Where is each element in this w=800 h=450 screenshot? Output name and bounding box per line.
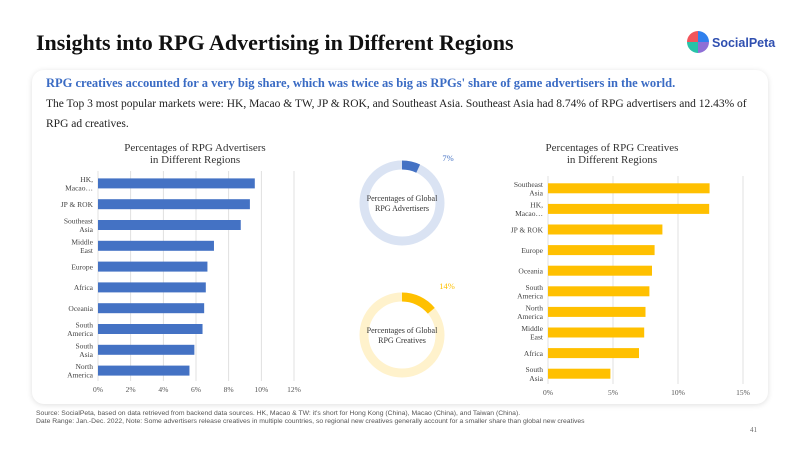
advertisers-bar-middle-east xyxy=(98,240,214,251)
advertisers-bar-hk-macao xyxy=(98,178,255,189)
creatives-tick-label: 10% xyxy=(671,388,685,397)
logo-mark-icon xyxy=(687,31,709,53)
description: The Top 3 most popular markets were: HK,… xyxy=(46,98,747,130)
creatives-bar-oceania xyxy=(548,265,652,276)
advertisers-bar-north-america xyxy=(98,365,190,376)
advertisers-category-label: HK, Macao… xyxy=(65,175,93,193)
creatives-category-label: Europe xyxy=(521,246,543,255)
global-creatives-ring-slice xyxy=(401,292,435,314)
creatives-category-label: North America xyxy=(517,303,543,321)
logo-text: SocialPeta xyxy=(712,36,776,50)
global-advertisers-ring-slice xyxy=(401,160,421,173)
advertisers-category-label: South Asia xyxy=(75,341,93,359)
creatives-tick-label: 5% xyxy=(608,388,618,397)
advertisers-tick-label: 8% xyxy=(224,385,234,394)
footer-notes: Source: SocialPeta, based on data retrie… xyxy=(36,410,596,427)
advertisers-tick-label: 10% xyxy=(254,385,268,394)
creatives-chart-title: Percentages of RPG Creatives in Different… xyxy=(546,142,679,166)
global-creatives-center-label: Percentages of Global RPG Creatives xyxy=(367,326,438,345)
page-title: Insights into RPG Advertising in Differe… xyxy=(36,30,514,55)
creatives-bar-africa xyxy=(548,348,639,359)
page-number: 41 xyxy=(750,426,757,434)
global-advertisers-value-label: 7% xyxy=(442,153,453,163)
creatives-category-label: Middle East xyxy=(521,324,544,342)
global-creatives-value-label: 14% xyxy=(439,281,455,291)
global-advertisers-center-label: Percentages of Global RPG Advertisers xyxy=(367,194,438,213)
creatives-category-label: HK, Macao… xyxy=(515,200,543,218)
advertisers-tick-label: 0% xyxy=(93,385,103,394)
footer-note: Date Range: Jan.-Dec. 2022, Note: Some a… xyxy=(36,418,585,426)
creatives-bar-europe xyxy=(548,245,655,256)
creatives-category-label: Oceania xyxy=(518,267,543,276)
advertisers-category-label: North America xyxy=(67,362,93,380)
footer-source: Source: SocialPeta, based on data retrie… xyxy=(36,410,521,417)
advertisers-bar-south-america xyxy=(98,324,203,334)
advertisers-category-label: Southeast Asia xyxy=(64,217,94,235)
advertisers-tick-label: 12% xyxy=(287,385,301,394)
creatives-bar-jp-rok xyxy=(548,224,663,235)
creatives-bar-hk-macao xyxy=(548,203,710,214)
creatives-bar-north-america xyxy=(548,306,646,317)
advertisers-category-label: JP & ROK xyxy=(61,200,94,209)
advertisers-bar-europe xyxy=(98,261,208,272)
creatives-bar-south-america xyxy=(548,286,650,297)
advertisers-category-label: Africa xyxy=(74,283,94,292)
global-advertisers-ring-track xyxy=(359,160,445,246)
creatives-category-label: South Asia xyxy=(525,365,543,383)
creatives-bar-middle-east xyxy=(548,327,645,338)
advertisers-chart-title: Percentages of RPG Advertisers in Differe… xyxy=(124,142,265,166)
creatives-category-label: JP & ROK xyxy=(511,225,544,234)
advertisers-bar-jp-rok xyxy=(98,199,250,210)
creatives-tick-label: 0% xyxy=(543,388,553,397)
creatives-category-label: Southeast Asia xyxy=(514,180,544,198)
creatives-tick-label: 15% xyxy=(736,388,750,397)
advertisers-bar-southeast-asia xyxy=(98,220,241,230)
advertisers-bar-south-asia xyxy=(98,344,195,355)
advertisers-category-label: Oceania xyxy=(68,304,93,313)
advertisers-category-label: Europe xyxy=(71,262,93,271)
advertisers-category-label: South America xyxy=(67,321,93,339)
advertisers-tick-label: 6% xyxy=(191,385,201,394)
headline: RPG creatives accounted for a very big s… xyxy=(46,76,676,90)
creatives-category-label: South America xyxy=(517,283,543,301)
socialpeta-logo: SocialPeta xyxy=(687,31,776,53)
advertisers-category-label: Middle East xyxy=(71,237,94,255)
advertisers-bar-africa xyxy=(98,282,206,293)
advertisers-tick-label: 2% xyxy=(126,385,136,394)
advertisers-bar-oceania xyxy=(98,303,205,314)
advertisers-tick-label: 4% xyxy=(158,385,168,394)
creatives-category-label: Africa xyxy=(524,349,544,358)
creatives-bar-south-asia xyxy=(548,368,611,379)
creatives-bar-southeast-asia xyxy=(548,183,710,194)
